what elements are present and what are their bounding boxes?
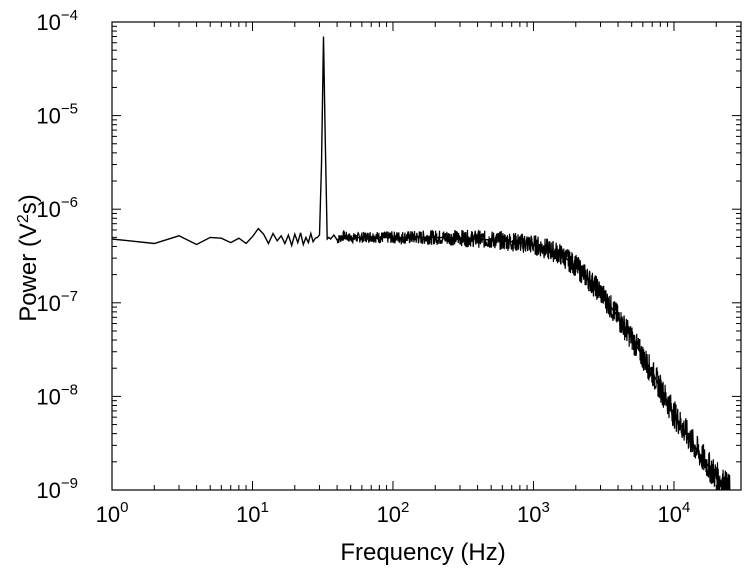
y-tick-label: 10−5 (36, 101, 78, 129)
y-tick-label-exp: −4 (61, 7, 78, 24)
series-noise-band-0 (336, 229, 731, 490)
y-axis-label-tail: s) (15, 194, 42, 214)
plot-frame (111, 21, 742, 491)
x-tick-label-base: 10 (96, 502, 120, 527)
y-axis-ticks: 10−910−810−710−610−510−4 (36, 7, 741, 503)
x-tick-label-base: 10 (517, 502, 541, 527)
x-tick-label: 104 (658, 499, 691, 527)
y-tick-label: 10−8 (36, 381, 78, 409)
y-tick-label-base: 10 (36, 478, 60, 503)
y-tick-label-exp: −9 (61, 475, 78, 492)
x-tick-label-exp: 2 (401, 499, 409, 516)
x-tick-label: 101 (236, 499, 269, 527)
y-tick-label-base: 10 (36, 10, 60, 35)
x-axis-label: Frequency (Hz) (340, 539, 505, 566)
x-tick-label-exp: 3 (542, 499, 550, 516)
x-tick-label-exp: 0 (120, 499, 128, 516)
y-tick-label-base: 10 (36, 291, 60, 316)
series-line-0 (112, 36, 731, 490)
x-axis-ticks: 100 101 102 103 104 (96, 22, 742, 527)
x-tick-label-exp: 4 (682, 499, 690, 516)
y-tick-label-base: 10 (36, 197, 60, 222)
x-tick-label: 100 (96, 499, 129, 527)
y-tick-label-exp: −5 (61, 101, 78, 118)
x-tick-label-base: 10 (236, 502, 260, 527)
x-tick-label: 102 (377, 499, 410, 527)
y-axis-label-base: Power (V (15, 223, 42, 322)
x-tick-label: 103 (517, 499, 550, 527)
y-axis-label: Power (V2s) (15, 194, 43, 322)
x-tick-label-exp: 1 (261, 499, 269, 516)
y-tick-label-base: 10 (36, 384, 60, 409)
x-tick-label-base: 10 (377, 502, 401, 527)
y-tick-label: 10−7 (36, 288, 78, 316)
y-tick-label: 10−4 (36, 7, 78, 35)
x-tick-label-base: 10 (658, 502, 682, 527)
y-tick-label: 10−6 (36, 194, 78, 222)
y-tick-label-exp: −7 (61, 288, 78, 305)
y-axis-label-sup: 2 (15, 214, 32, 223)
y-tick-label-exp: −8 (61, 381, 78, 398)
plot-area (111, 21, 742, 491)
y-tick-label-base: 10 (36, 104, 60, 129)
y-tick-label: 10−9 (36, 475, 78, 503)
y-tick-label-exp: −6 (61, 194, 78, 211)
